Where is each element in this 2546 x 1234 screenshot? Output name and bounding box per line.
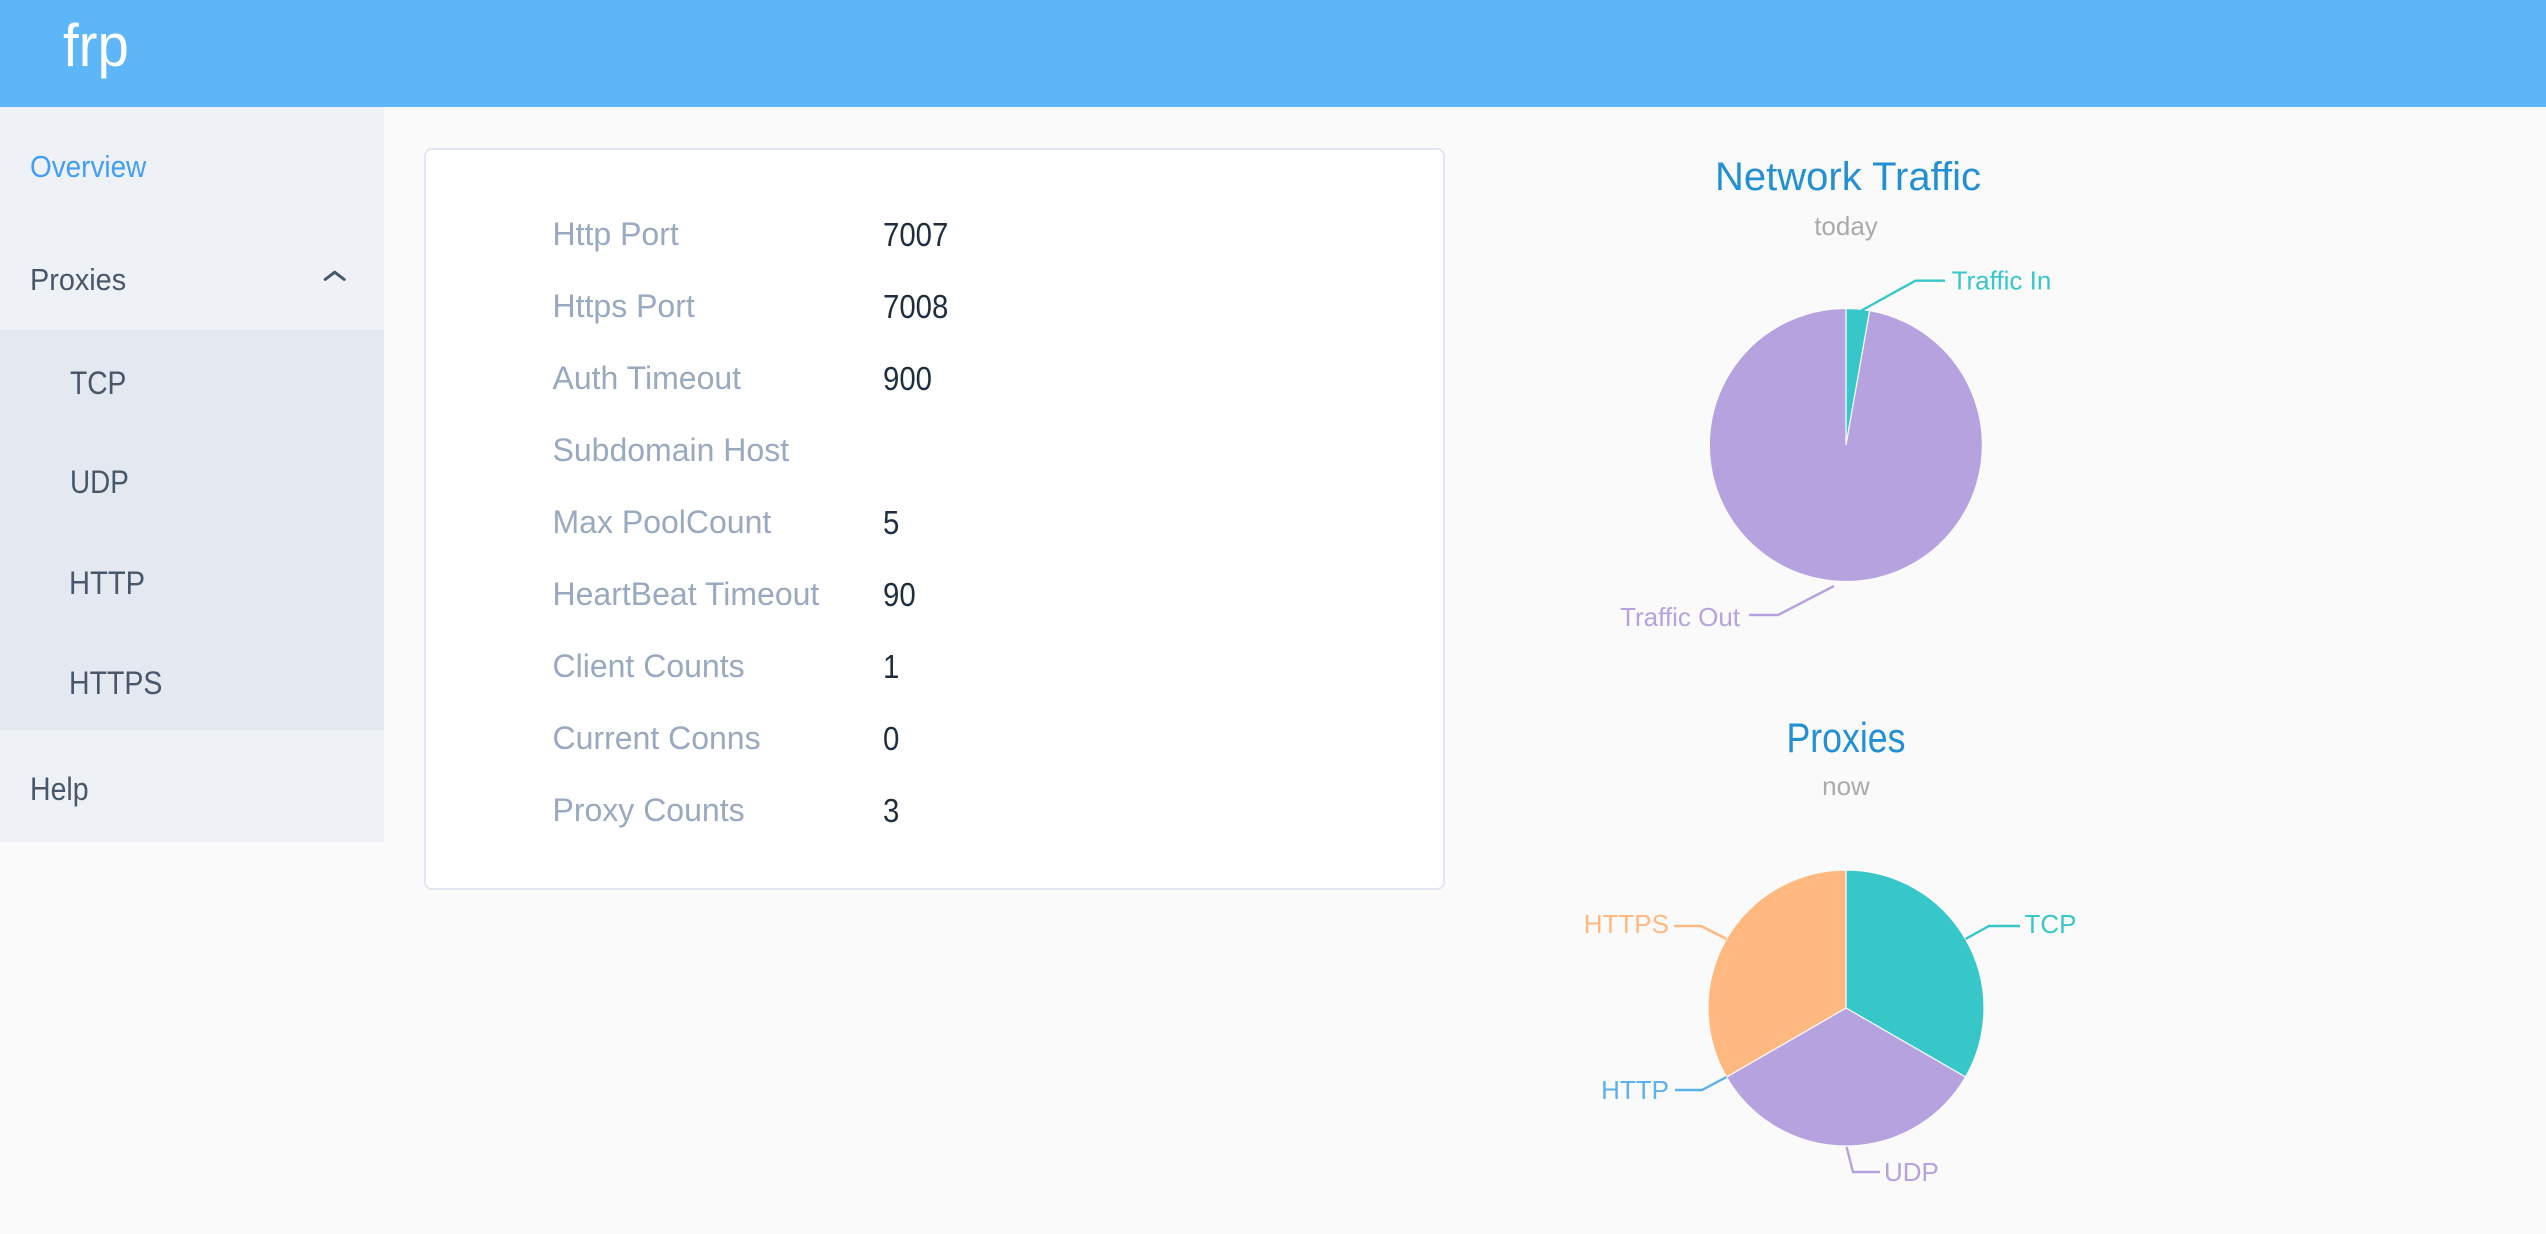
svg-text:today: today — [1814, 211, 1878, 241]
svg-text:now: now — [1822, 771, 1870, 801]
svg-text:HTTP: HTTP — [1601, 1075, 1669, 1105]
svg-text:UDP: UDP — [1884, 1157, 1939, 1187]
svg-text:Network Traffic: Network Traffic — [1715, 155, 1981, 199]
svg-text:Traffic Out: Traffic Out — [1620, 602, 1741, 632]
svg-text:Traffic In: Traffic In — [1952, 266, 2052, 296]
svg-text:TCP: TCP — [2025, 909, 2077, 939]
svg-text:HTTPS: HTTPS — [1584, 909, 1669, 939]
svg-text:Proxies: Proxies — [1787, 714, 1906, 761]
